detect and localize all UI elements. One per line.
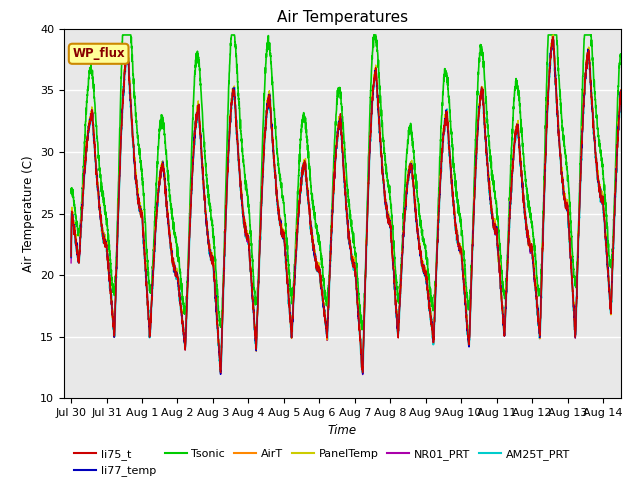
- Title: Air Temperatures: Air Temperatures: [277, 10, 408, 25]
- Legend: li75_t, li77_temp, Tsonic, AirT, PanelTemp, NR01_PRT, AM25T_PRT: li75_t, li77_temp, Tsonic, AirT, PanelTe…: [70, 444, 574, 480]
- Text: WP_flux: WP_flux: [72, 48, 125, 60]
- X-axis label: Time: Time: [328, 424, 357, 437]
- Y-axis label: Air Temperature (C): Air Temperature (C): [22, 156, 35, 272]
